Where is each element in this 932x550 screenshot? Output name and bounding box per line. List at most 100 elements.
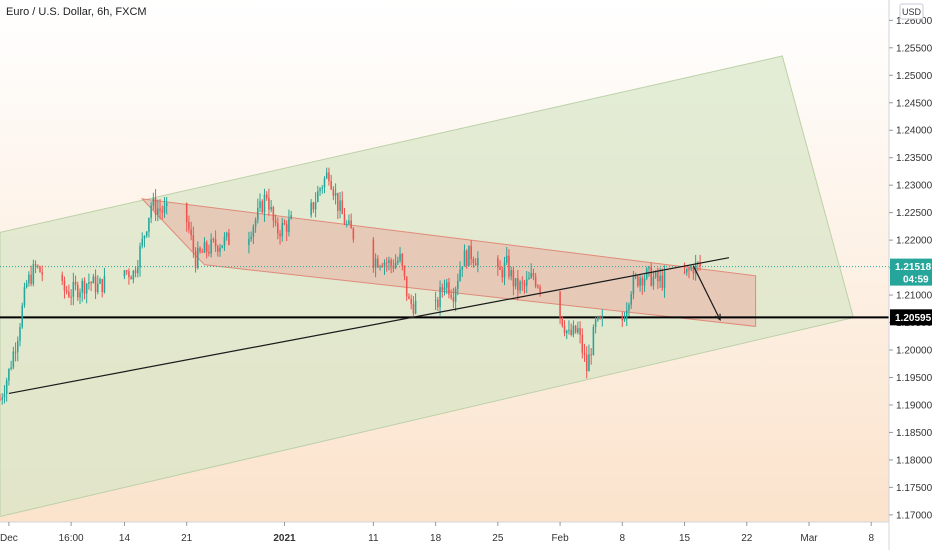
candle-body [30, 274, 32, 284]
time-tick-label: 11 [368, 533, 379, 544]
candle-body [585, 354, 588, 372]
candle-body [508, 255, 510, 277]
candle-body [623, 319, 626, 321]
trendline[interactable] [8, 257, 730, 395]
candle-body [532, 273, 535, 277]
candle-body [197, 247, 199, 268]
candle-body [437, 299, 439, 308]
candle-body [65, 290, 68, 292]
candle-body [283, 223, 286, 225]
candle-body [1, 397, 4, 400]
candle-body [203, 242, 206, 253]
candle-body [72, 281, 75, 297]
candle-body [274, 220, 277, 223]
candle-body [574, 325, 577, 333]
candle-body [577, 328, 579, 333]
candle-body [634, 276, 637, 278]
candle-body [563, 326, 566, 334]
candle-body [317, 191, 319, 202]
candle-body [194, 250, 197, 268]
candle-body [401, 253, 404, 266]
candle-body [625, 310, 628, 320]
currency-unit-label: USD [902, 7, 922, 17]
candle-body [143, 235, 146, 239]
time-tick-label: 8 [868, 533, 874, 544]
candle-body [343, 214, 346, 225]
currency-unit-box[interactable]: USD [899, 3, 924, 20]
candle-body [270, 207, 272, 210]
candle-body [450, 294, 452, 298]
candle-body [23, 287, 26, 306]
candle-body [474, 263, 477, 266]
candles-layer [0, 167, 701, 405]
candle-body [590, 354, 592, 356]
candle-body [272, 207, 275, 221]
candle-body [8, 368, 10, 381]
candle-body [514, 278, 517, 287]
candle-body [594, 319, 597, 327]
candle-body [517, 278, 519, 291]
inner-channel[interactable] [140, 198, 757, 327]
candle-body [383, 262, 386, 267]
time-axis[interactable]: Dec 16:00 14 21 2021 11 18 25 Feb 8 15 22 Mar 8 [0, 522, 874, 544]
candle-body [217, 246, 219, 252]
candle-body [5, 380, 8, 394]
candle-body [323, 178, 326, 188]
candle-body [530, 273, 532, 278]
candle-body [659, 275, 661, 282]
candle-body [210, 239, 212, 254]
candle-body [77, 284, 79, 298]
candle-body [339, 200, 341, 211]
candle-body [277, 222, 279, 234]
candle-body [83, 280, 86, 294]
time-tick-label: 8 [620, 533, 626, 544]
time-tick-label: 14 [119, 533, 131, 544]
candle-body [412, 303, 415, 314]
candle-body [321, 187, 324, 189]
candle-body [470, 245, 472, 260]
candle-body [254, 219, 257, 227]
candle-body [330, 181, 332, 190]
candle-body [228, 232, 230, 245]
candle-body [94, 276, 97, 293]
candle-body [630, 294, 632, 305]
time-tick-label: 25 [492, 533, 504, 544]
support-price-badge [890, 309, 932, 326]
candle-body [192, 235, 195, 251]
candle-body [465, 250, 468, 266]
candle-body [463, 250, 466, 267]
candle-body [650, 266, 652, 286]
projection-arrow[interactable] [692, 265, 721, 321]
candle-body [28, 274, 30, 284]
candle-body [510, 270, 512, 277]
candle-body [445, 282, 448, 288]
candle-body [497, 258, 499, 268]
price-tick-label: 1.23000 [896, 181, 932, 192]
candle-body [163, 206, 166, 213]
candle-body [654, 271, 657, 278]
current-price-badge [890, 258, 932, 286]
time-tick-label: 22 [741, 533, 753, 544]
time-tick-label: Mar [800, 533, 818, 544]
candle-body [165, 203, 168, 207]
candle-body [150, 205, 152, 218]
candle-body [285, 224, 288, 232]
candle-body [477, 258, 479, 266]
candle-body [188, 222, 190, 230]
candle-body [688, 268, 690, 270]
candle-body [457, 280, 459, 289]
candle-body [152, 197, 155, 206]
inner-channel-layer [140, 198, 757, 327]
price-tick-label: 1.21000 [896, 291, 932, 302]
time-tick-label: Feb [551, 533, 569, 544]
candle-body [408, 296, 410, 299]
candle-body [434, 299, 437, 301]
candle-body [21, 305, 24, 328]
candle-body [88, 282, 90, 284]
candle-body [372, 239, 375, 268]
candle-body [379, 266, 381, 268]
price-tick-label: 1.25500 [896, 43, 932, 54]
candle-body [223, 236, 226, 246]
